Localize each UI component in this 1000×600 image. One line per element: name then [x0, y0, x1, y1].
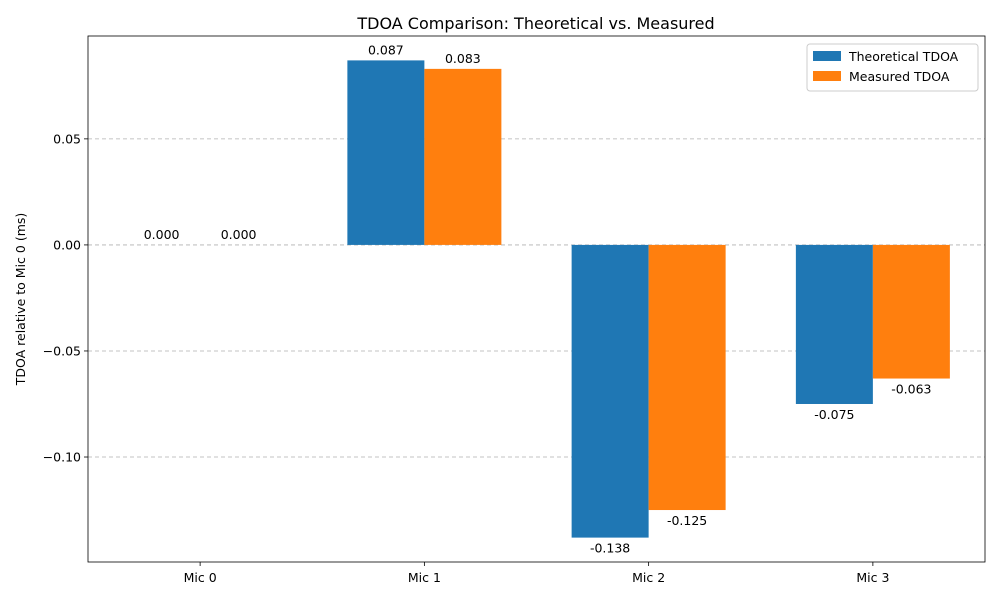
bar-theoretical-tdoa	[795, 244, 873, 404]
bar-value-label: 0.083	[445, 51, 481, 66]
bar-value-label: 0.000	[144, 227, 180, 242]
legend-swatch	[813, 51, 841, 61]
y-axis-label: TDOA relative to Mic 0 (ms)	[13, 213, 28, 387]
bar-measured-tdoa	[872, 244, 950, 379]
legend: Theoretical TDOA Measured TDOA	[806, 43, 979, 92]
y-tick-label: 0.00	[53, 237, 81, 252]
legend-swatch	[813, 71, 841, 81]
axes: 0.05 0.00 −0.05 −0.10 Mic 0 Mic 1 Mic 2 Mic 3	[43, 35, 986, 585]
x-tick-label: Mic 0	[184, 570, 217, 585]
bars	[347, 60, 950, 538]
y-tick-label: −0.05	[43, 343, 81, 358]
bar-measured-tdoa	[424, 68, 502, 245]
bar-theoretical-tdoa	[571, 244, 649, 538]
bar-value-label: -0.138	[590, 541, 630, 556]
y-tick-label: −0.10	[43, 450, 81, 465]
bar-labels: 0.000 0.000 0.087 0.083 -0.138 -0.125 -0.075 -0…	[144, 42, 932, 555]
grid-lines	[88, 138, 985, 458]
y-tick-label: 0.05	[53, 131, 81, 146]
legend-entry: Theoretical TDOA	[848, 49, 959, 64]
plot-frame	[87, 35, 986, 563]
x-tick-label: Mic 3	[856, 570, 889, 585]
bar-measured-tdoa	[648, 244, 726, 511]
bar-theoretical-tdoa	[347, 60, 425, 245]
x-tick-label: Mic 2	[632, 570, 665, 585]
legend-entry: Measured TDOA	[849, 69, 950, 84]
chart-title: TDOA Comparison: Theoretical vs. Measure…	[356, 14, 714, 33]
legend-box	[806, 43, 979, 92]
bar-value-label: -0.075	[814, 407, 854, 422]
bar-value-label: -0.125	[667, 513, 707, 528]
x-tick-label: Mic 1	[408, 570, 441, 585]
bar-value-label: -0.063	[891, 382, 931, 397]
bar-value-label: 0.087	[368, 42, 404, 57]
bar-value-label: 0.000	[221, 227, 257, 242]
